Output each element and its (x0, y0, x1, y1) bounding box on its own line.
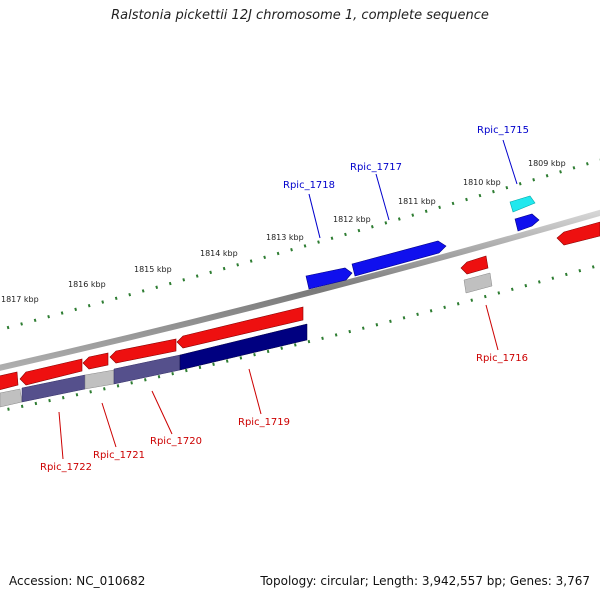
map-title: Ralstonia pickettii 12J chromosome 1, co… (111, 8, 489, 23)
gene-labels: Rpic_1715 Rpic_1716 Rpic_1717 Rpic_1718 … (40, 125, 529, 473)
minus-strand-genes (0, 221, 600, 391)
gene-label-rpic-1719[interactable]: Rpic_1719 (238, 417, 290, 428)
kbp-label-1816: 1816 kbp (68, 280, 106, 289)
kbp-label-1817: 1817 kbp (1, 295, 39, 304)
gene-arrow-rpic-1720[interactable] (109, 338, 177, 364)
accession-text: Accession: NC_010682 (9, 574, 146, 588)
gene-label-rpic-1715[interactable]: Rpic_1715 (477, 125, 529, 136)
gene-arrow-rpic-1719[interactable] (176, 306, 304, 349)
gene-label-rpic-1717[interactable]: Rpic_1717 (350, 162, 402, 173)
leader-rpic-1718 (308, 193, 321, 239)
gene-label-rpic-1721[interactable]: Rpic_1721 (93, 450, 145, 461)
leader-rpic-1721 (101, 402, 117, 448)
gene-label-rpic-1716[interactable]: Rpic_1716 (476, 353, 528, 364)
kbp-label-1810: 1810 kbp (463, 178, 501, 187)
chromosome-backbone (0, 209, 600, 371)
gene-arrow-rpic-1717[interactable] (351, 240, 447, 277)
kbp-label-1812: 1812 kbp (333, 215, 371, 224)
gene-label-rpic-1722[interactable]: Rpic_1722 (40, 462, 92, 473)
plus-strand-genes (305, 195, 540, 290)
cds-bar-rpic-1721[interactable] (84, 369, 115, 390)
gene-arrow-rpic-1715[interactable] (514, 213, 540, 232)
cds-feature-track (0, 272, 493, 408)
cds-bar-rpic-1719[interactable] (179, 323, 308, 371)
gene-arrow-rpic-1718[interactable] (305, 267, 353, 290)
leader-rpic-1719 (248, 368, 262, 415)
leader-rpic-1720 (151, 390, 173, 435)
kbp-label-1815: 1815 kbp (134, 265, 172, 274)
gene-label-rpic-1720[interactable]: Rpic_1720 (150, 436, 202, 447)
kbp-label-1813: 1813 kbp (266, 233, 304, 242)
gene-leader-lines (58, 139, 518, 460)
leader-rpic-1722 (58, 411, 64, 460)
cds-bar-rpic-1716[interactable] (463, 272, 493, 294)
kbp-scale-labels: 1809 kbp 1810 kbp 1811 kbp 1812 kbp 1813… (1, 159, 566, 304)
gene-arrow-rpic-1722[interactable] (19, 358, 83, 386)
topology-summary-text: Topology: circular; Length: 3,942,557 bp… (260, 574, 590, 588)
kbp-label-1809: 1809 kbp (528, 159, 566, 168)
kbp-label-1811: 1811 kbp (398, 197, 436, 206)
leader-rpic-1716 (485, 304, 499, 351)
leader-rpic-1715 (502, 139, 518, 185)
gene-arrow-rpic-1721[interactable] (82, 352, 109, 370)
cds-bar-gray-left[interactable] (0, 388, 23, 408)
leader-rpic-1717 (375, 173, 390, 221)
gene-arrow-rpic-1715-trna[interactable] (509, 195, 536, 213)
gene-arrow-right-edge[interactable] (556, 221, 600, 246)
inner-tick-track (0, 263, 600, 413)
gene-label-rpic-1718[interactable]: Rpic_1718 (283, 180, 335, 191)
gene-arrow-rpic-1716[interactable] (460, 255, 489, 275)
gene-arrow-partial-left[interactable] (0, 371, 19, 391)
kbp-label-1814: 1814 kbp (200, 249, 238, 258)
